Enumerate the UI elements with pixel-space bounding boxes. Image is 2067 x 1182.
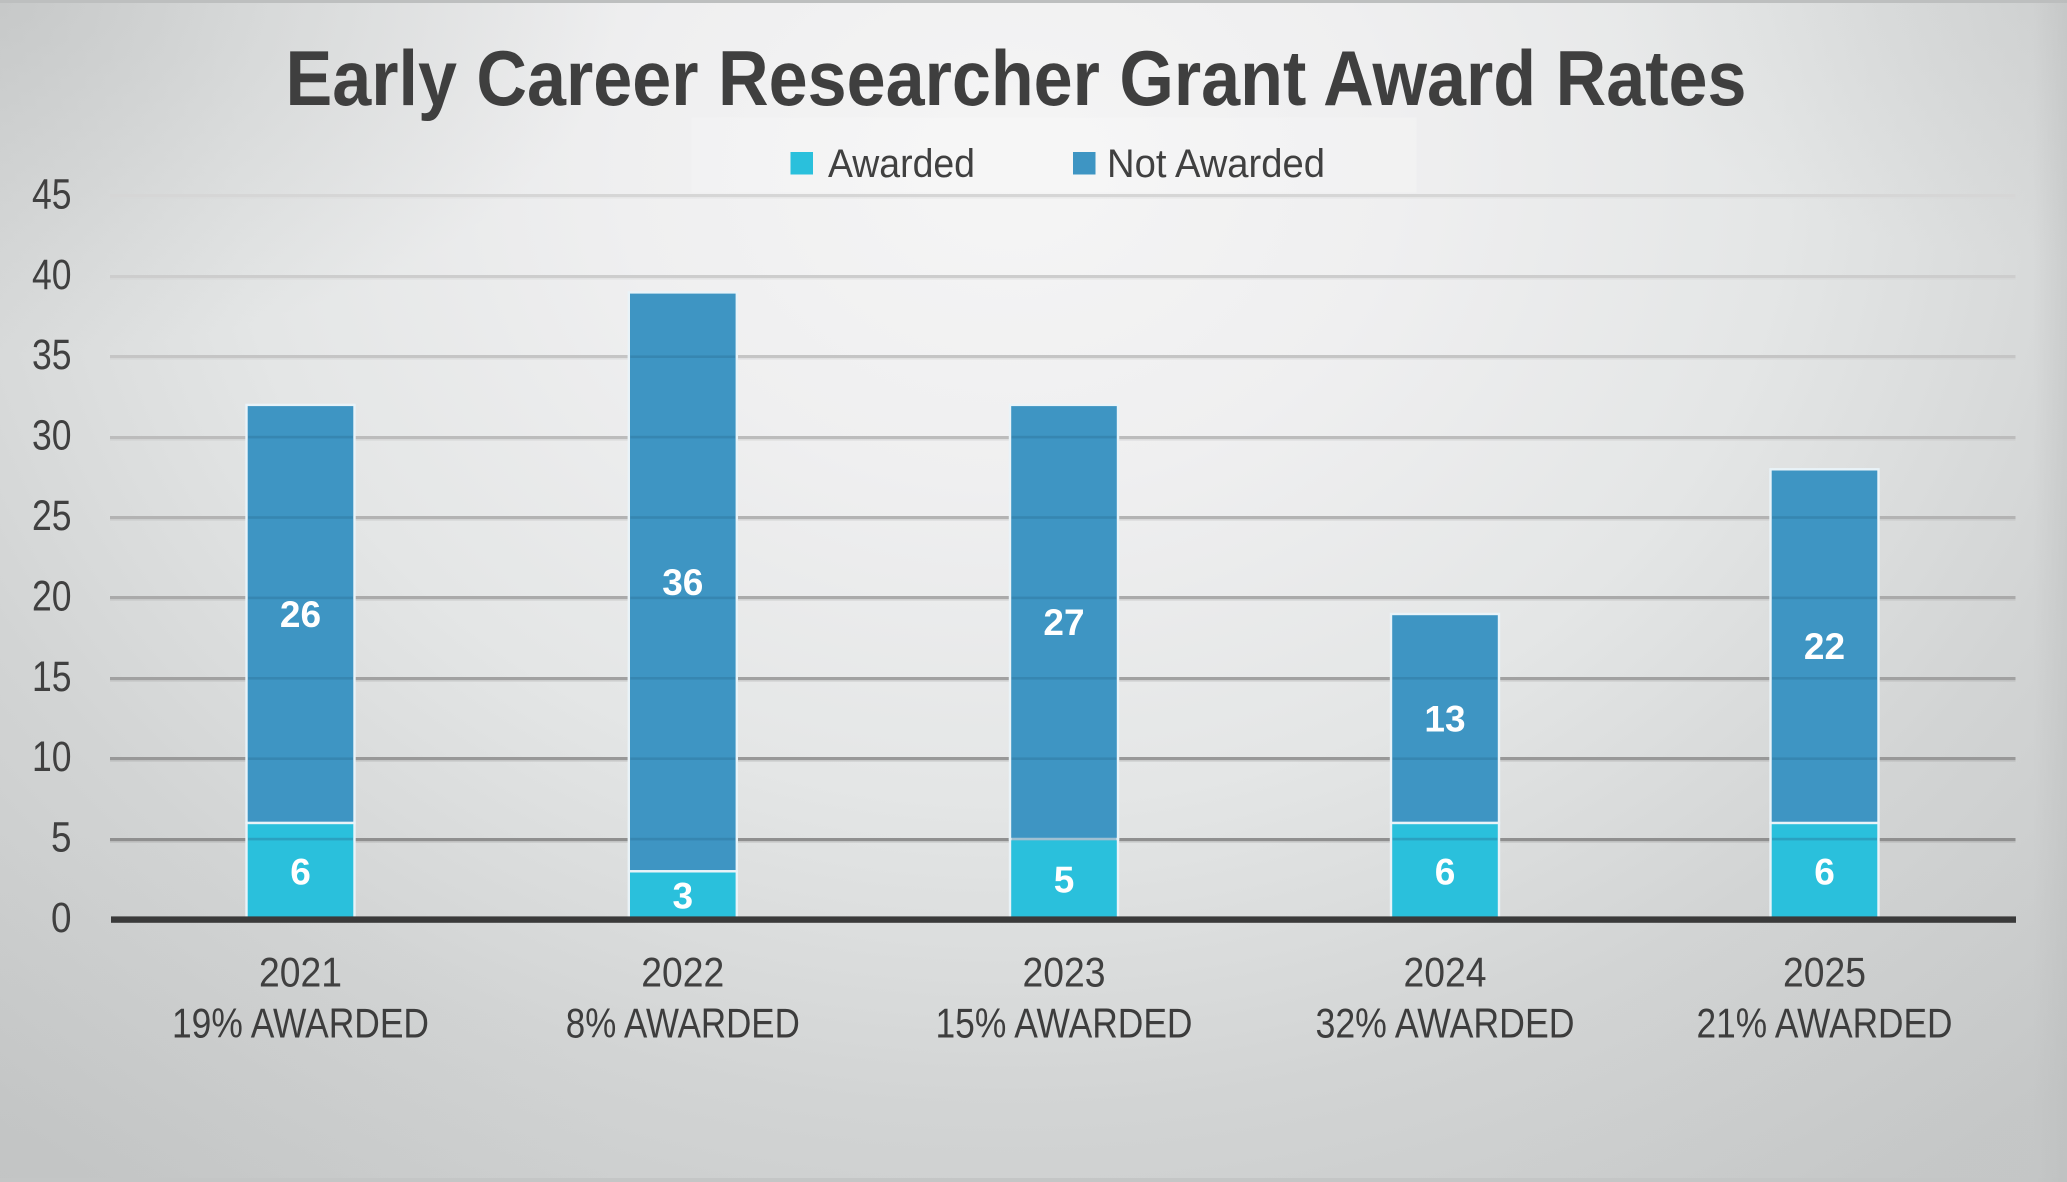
svg-text:25: 25: [32, 492, 72, 540]
svg-text:Early Career Researcher Grant: Early Career Researcher Grant Award Rate…: [286, 34, 1747, 122]
svg-text:15% AWARDED: 15% AWARDED: [936, 1000, 1193, 1047]
svg-text:6: 6: [1435, 851, 1456, 892]
svg-text:3: 3: [673, 875, 694, 916]
svg-text:2022: 2022: [641, 949, 724, 996]
svg-text:Awarded: Awarded: [828, 142, 975, 186]
svg-text:19% AWARDED: 19% AWARDED: [172, 1000, 429, 1047]
svg-text:5: 5: [1054, 859, 1075, 900]
svg-text:20: 20: [32, 572, 72, 620]
svg-text:6: 6: [1814, 851, 1835, 892]
svg-text:32% AWARDED: 32% AWARDED: [1316, 1000, 1575, 1047]
svg-text:2021: 2021: [259, 949, 342, 996]
svg-text:15: 15: [32, 653, 72, 701]
svg-text:5: 5: [51, 814, 72, 862]
svg-text:10: 10: [32, 733, 72, 781]
svg-text:26: 26: [280, 594, 321, 635]
svg-text:36: 36: [662, 562, 703, 603]
svg-text:27: 27: [1043, 602, 1084, 643]
svg-text:Not Awarded: Not Awarded: [1107, 142, 1325, 186]
svg-text:6: 6: [290, 851, 311, 892]
svg-text:22: 22: [1804, 626, 1845, 667]
svg-text:40: 40: [32, 251, 72, 299]
svg-text:2024: 2024: [1404, 949, 1487, 996]
svg-text:35: 35: [32, 331, 72, 379]
svg-text:2025: 2025: [1783, 949, 1866, 996]
svg-text:45: 45: [32, 170, 72, 218]
svg-text:8% AWARDED: 8% AWARDED: [566, 1000, 800, 1047]
svg-text:13: 13: [1424, 699, 1465, 740]
svg-text:2023: 2023: [1023, 949, 1106, 996]
svg-text:0: 0: [51, 894, 72, 942]
svg-text:21% AWARDED: 21% AWARDED: [1697, 1000, 1953, 1047]
svg-text:30: 30: [32, 412, 72, 460]
